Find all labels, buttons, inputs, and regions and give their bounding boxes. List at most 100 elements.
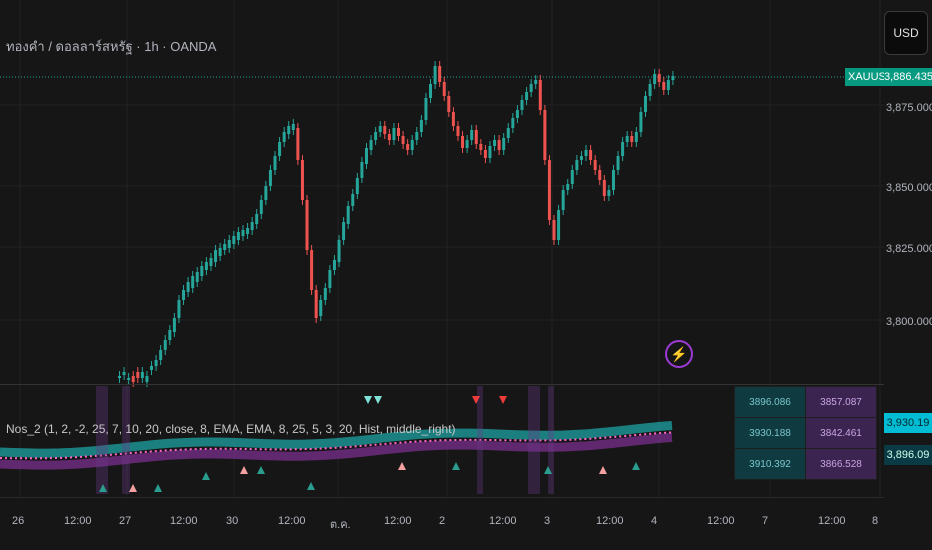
candle-body	[264, 186, 268, 200]
candle-body	[364, 148, 368, 164]
candle-body	[488, 146, 492, 158]
candle-body	[319, 300, 323, 316]
candle-body	[424, 98, 428, 120]
candle-body	[278, 142, 282, 156]
candle-body	[191, 276, 195, 288]
candle-body	[287, 126, 291, 134]
candle-body	[611, 170, 615, 190]
osc-band	[0, 433, 673, 470]
pane-divider[interactable]	[0, 384, 884, 385]
candle-body	[323, 288, 327, 300]
buy-marker	[599, 466, 607, 474]
price-tick: 3,875.000	[886, 102, 932, 114]
table-cell: 3910.392	[734, 448, 806, 480]
candle-body	[410, 140, 414, 150]
osc-value-tag: 3,930.19	[884, 413, 932, 433]
indicator-label[interactable]: Nos_2 (1, 2, -2, 25, 7, 10, 20, close, 8…	[6, 422, 456, 436]
candle-body	[236, 232, 240, 240]
candle-body	[643, 96, 647, 112]
time-tick: 3	[544, 515, 551, 527]
price-tick: 3,800.000	[886, 316, 932, 328]
candle-body	[520, 100, 524, 110]
candle-body	[442, 82, 446, 96]
candle-body	[456, 126, 460, 136]
time-tick: 12:00	[278, 515, 306, 527]
candle-body	[291, 124, 295, 130]
sell-marker	[499, 396, 507, 404]
candle-body	[529, 84, 533, 92]
candle-body	[662, 82, 666, 90]
candle-body	[342, 222, 346, 240]
table-row: 3896.086 3857.087	[734, 386, 877, 418]
candle-body	[593, 160, 597, 170]
buy-marker	[202, 472, 210, 480]
lightning-icon[interactable]: ⚡	[665, 340, 693, 368]
candle-body	[351, 194, 355, 206]
candle-body	[374, 132, 378, 140]
sell-marker	[364, 396, 372, 404]
candle-body	[209, 258, 213, 266]
candle-body	[406, 144, 410, 150]
candle-body	[378, 126, 382, 132]
table-row: 3930.188 3842.461	[734, 417, 877, 449]
table-cell: 3866.528	[805, 448, 877, 480]
candle-body	[268, 170, 272, 186]
last-price-tag: 3,886.435	[884, 68, 932, 86]
candle-body	[598, 170, 602, 180]
buy-marker	[129, 484, 137, 492]
candle-body	[451, 112, 455, 126]
candle-body	[227, 240, 231, 248]
candle-body	[328, 270, 332, 288]
candle-body	[296, 128, 300, 160]
candle-body	[204, 262, 208, 270]
table-cell: 3896.086	[734, 386, 806, 418]
candle-body	[630, 136, 634, 142]
candle-body	[218, 248, 222, 256]
candle-body	[429, 84, 433, 98]
candle-body	[584, 150, 588, 156]
candle-body	[671, 76, 675, 80]
candle-body	[616, 156, 620, 170]
candle-body	[182, 290, 186, 300]
time-tick: 2	[439, 515, 446, 527]
candle-body	[200, 266, 204, 276]
candle-body	[168, 330, 172, 340]
indicator-table: 3896.086 3857.087 3930.188 3842.461 3910.3…	[734, 386, 877, 480]
candle-body	[602, 180, 606, 196]
time-tick: 12:00	[489, 515, 517, 527]
time-axis-line	[0, 497, 884, 498]
candle-body	[131, 376, 135, 382]
candle-body	[607, 190, 611, 196]
candle-body	[648, 84, 652, 96]
buy-marker	[452, 462, 460, 470]
candle-body	[419, 120, 423, 132]
signal-zone	[528, 386, 540, 494]
candle-body	[401, 136, 405, 144]
candle-body	[337, 240, 341, 262]
candle-body	[392, 128, 396, 140]
time-tick: 12:00	[384, 515, 412, 527]
osc-band	[0, 421, 673, 458]
time-tick: 12:00	[64, 515, 92, 527]
candlesticks	[118, 61, 675, 387]
candle-body	[282, 132, 286, 142]
time-tick: 8	[872, 515, 879, 527]
chart-title: ทองคำ / ดอลลาร์สหรัฐ · 1h · OANDA	[6, 39, 217, 54]
candle-body	[172, 318, 176, 332]
candle-body	[433, 66, 437, 84]
candle-body	[186, 282, 190, 292]
candle-body	[621, 142, 625, 156]
candle-body	[241, 230, 245, 236]
candle-body	[465, 140, 469, 148]
candle-body	[666, 80, 670, 90]
candle-body	[506, 128, 510, 138]
candle-body	[355, 178, 359, 194]
candle-body	[177, 300, 181, 318]
candle-body	[122, 372, 126, 375]
currency-button[interactable]: USD	[884, 11, 928, 55]
candle-body	[118, 376, 121, 378]
candle-body	[314, 290, 318, 318]
candle-body	[557, 210, 561, 240]
buy-marker	[257, 466, 265, 474]
